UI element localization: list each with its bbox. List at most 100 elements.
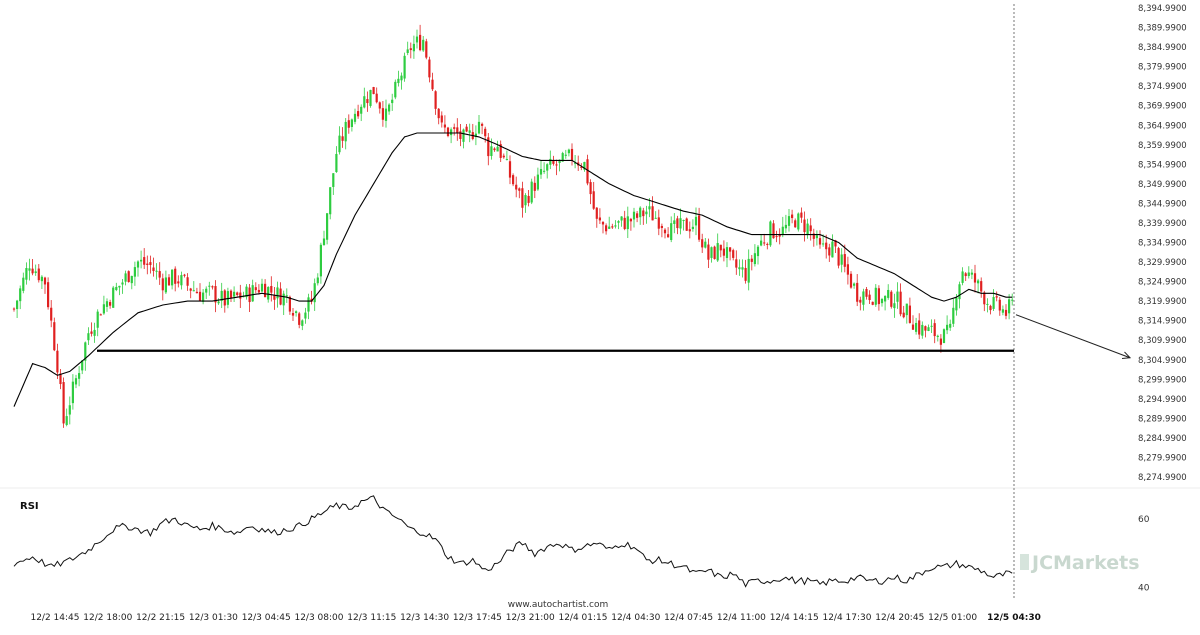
candle (973, 264, 977, 293)
candle-body (679, 218, 682, 229)
candle-body (682, 219, 685, 221)
y-tick-label: 8,279.9900 (1138, 453, 1187, 463)
candle-body (818, 238, 822, 245)
candle (459, 123, 462, 147)
candle (890, 290, 893, 309)
candle (794, 218, 797, 228)
candle (143, 248, 146, 269)
candle-body (189, 288, 192, 291)
candle-body (825, 242, 828, 250)
candle-body (660, 225, 663, 229)
x-tick-label: 12/3 21:00 (506, 613, 555, 623)
candle-body (260, 283, 264, 292)
x-tick-label: 12/4 17:30 (822, 613, 871, 623)
candle (980, 277, 983, 298)
candle (905, 303, 908, 324)
candle (995, 291, 998, 302)
candle-body (868, 294, 871, 301)
candle-body (499, 144, 502, 158)
candle (1008, 294, 1011, 320)
candle-body (319, 244, 322, 277)
candle-body (335, 153, 338, 173)
candle-body (322, 238, 326, 246)
candle (493, 147, 496, 152)
candle (952, 298, 955, 327)
candle-body (158, 271, 161, 278)
y-tick-label: 8,329.9900 (1138, 258, 1187, 268)
projection-arrowhead (1121, 351, 1132, 359)
candle-body (716, 243, 719, 261)
candle (276, 281, 279, 308)
candle (62, 377, 65, 428)
candle-body (611, 226, 614, 228)
candle-body (722, 248, 725, 256)
candle (391, 93, 394, 111)
candle-body (629, 218, 632, 222)
candle-body (899, 291, 902, 315)
candle-body (763, 242, 766, 244)
candle-body (164, 277, 167, 293)
candle (22, 272, 25, 294)
candle (68, 396, 71, 425)
candle (564, 149, 567, 159)
candle-body (450, 129, 453, 136)
x-tick-label: 12/2 18:00 (83, 613, 132, 623)
candle (1011, 293, 1014, 306)
candle-body (620, 216, 623, 221)
candle-body (291, 312, 295, 316)
candle-body (564, 154, 567, 156)
candle (605, 223, 608, 235)
candle-body (977, 280, 980, 284)
candle (961, 267, 964, 286)
candle-body (760, 240, 763, 246)
candle (171, 269, 174, 290)
candle-body (490, 146, 493, 156)
candle-body (645, 211, 648, 215)
rsi-line (13, 495, 1013, 588)
candle (298, 311, 301, 329)
x-tick-label: 12/5 01:00 (928, 613, 977, 623)
candle (598, 208, 601, 224)
candle-body (143, 257, 146, 265)
candle-body (769, 221, 772, 246)
candle-body (787, 216, 791, 226)
candle-body (22, 277, 25, 291)
candle-body (484, 128, 487, 137)
candle-body (419, 34, 422, 51)
candle (136, 260, 140, 277)
candle (828, 243, 831, 262)
candle (549, 150, 552, 170)
candle-body (698, 215, 701, 240)
candle (775, 230, 778, 243)
candle (676, 215, 679, 235)
brand-logo-mark (1020, 554, 1029, 570)
candle-body (109, 302, 112, 306)
candle-body (186, 277, 189, 286)
candle-body (236, 292, 239, 296)
candle (394, 79, 397, 100)
candle-body (719, 244, 722, 251)
candle-body (546, 164, 549, 171)
y-tick-label: 8,299.9900 (1138, 375, 1187, 385)
candle (437, 107, 440, 125)
candle (161, 273, 164, 301)
candle-body (217, 301, 220, 304)
candle-body (205, 288, 208, 293)
candle-body (28, 268, 31, 271)
candle-body (496, 146, 499, 152)
candle-body (670, 223, 673, 241)
candle-body (406, 49, 409, 53)
candle (998, 296, 1001, 316)
candle-body (663, 229, 667, 234)
candle (673, 213, 676, 234)
candle (105, 298, 109, 312)
candle (71, 374, 74, 410)
candle-body (254, 287, 257, 291)
candle (335, 146, 338, 173)
candle-body (19, 288, 22, 302)
candle (372, 86, 375, 95)
candle-body (465, 126, 468, 132)
candle-body (887, 289, 890, 298)
candle (784, 214, 787, 234)
candle-body (59, 373, 62, 385)
